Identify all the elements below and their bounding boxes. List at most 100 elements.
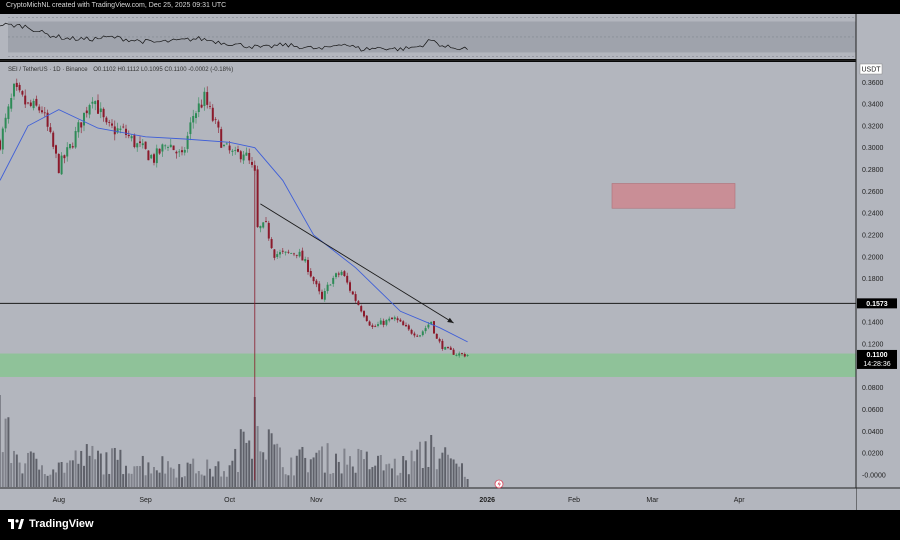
- candle-body: [343, 271, 346, 277]
- flash-icon[interactable]: [494, 479, 504, 489]
- volume-bar: [388, 463, 391, 487]
- volume-bar: [57, 462, 60, 487]
- volume-bar: [228, 465, 231, 487]
- candle-body: [318, 283, 321, 292]
- volume-bar: [172, 468, 175, 487]
- trendline-arrowhead: [447, 317, 454, 323]
- volume-bar: [66, 462, 69, 487]
- volume-bar: [144, 475, 147, 487]
- candle-body: [108, 121, 111, 123]
- volume-bar: [430, 435, 433, 487]
- volume-bar: [231, 460, 234, 487]
- candle-body: [66, 147, 69, 157]
- volume-bar: [248, 440, 251, 487]
- volume-bar: [102, 474, 105, 487]
- volume-bar: [169, 467, 172, 487]
- volume-bar: [122, 474, 125, 487]
- volume-bar: [351, 466, 354, 487]
- candle-body: [416, 335, 419, 337]
- volume-bar: [197, 471, 200, 487]
- volume-bar: [35, 458, 38, 487]
- candle-body: [203, 91, 206, 107]
- candle-body: [231, 150, 234, 152]
- tradingview-brand[interactable]: TradingView: [8, 518, 94, 530]
- candle-body: [99, 108, 102, 113]
- footer-bar: TradingView: [0, 510, 900, 540]
- time-axis[interactable]: [0, 488, 856, 510]
- resistance-zone[interactable]: [611, 183, 736, 209]
- volume-bar: [83, 465, 85, 487]
- volume-bar: [18, 462, 21, 487]
- chart-canvas[interactable]: 75.0050.0025.00 SEI / TetherUS · 1D · Bi…: [0, 14, 900, 510]
- volume-bar: [407, 474, 410, 487]
- candle-body: [293, 253, 295, 255]
- candle-body: [405, 325, 407, 327]
- volume-bar: [214, 466, 217, 487]
- volume-bar: [377, 455, 379, 487]
- volume-bar: [251, 458, 253, 487]
- volume-bar: [127, 473, 130, 487]
- candle-body: [94, 101, 97, 105]
- volume-bar: [354, 472, 357, 487]
- candle-body: [24, 95, 27, 105]
- candle-body: [365, 315, 368, 321]
- candle-body: [41, 110, 43, 113]
- candle-body: [80, 122, 83, 128]
- volume-bar: [150, 473, 153, 487]
- price-tick-label: 0.0400: [862, 429, 884, 436]
- candle-body: [228, 145, 231, 151]
- price-tick-label: 0.1400: [862, 320, 884, 327]
- candle-body: [130, 136, 133, 139]
- candle-body: [438, 339, 441, 342]
- candle-body: [69, 143, 71, 149]
- candle-body: [150, 154, 153, 159]
- volume-bar: [49, 474, 52, 487]
- volume-bar: [74, 450, 77, 487]
- price-tick-label: 0.2800: [862, 167, 884, 174]
- currency-badge[interactable]: USDT: [859, 63, 883, 75]
- candle-body: [357, 301, 360, 306]
- time-tick-label: Sep: [139, 497, 152, 504]
- candle-body: [111, 123, 113, 126]
- volume-bar: [38, 469, 41, 487]
- volume-bar: [60, 462, 63, 487]
- candle-body: [368, 321, 371, 326]
- volume-bar: [357, 448, 360, 487]
- price-tick-label: 0.3400: [862, 102, 884, 109]
- candle-body: [298, 251, 301, 257]
- support-zone[interactable]: [0, 353, 856, 377]
- volume-bar: [220, 476, 223, 487]
- volume-bar: [183, 476, 186, 487]
- price-axis[interactable]: [856, 14, 900, 510]
- volume-bar: [43, 474, 46, 487]
- volume-bar: [203, 475, 206, 487]
- volume-bar: [335, 453, 337, 487]
- volume-bar: [155, 470, 158, 487]
- candle-body: [77, 122, 80, 133]
- volume-bar: [69, 460, 71, 487]
- candle-body: [35, 98, 38, 106]
- volume-bar: [245, 442, 248, 487]
- volume-bar: [186, 462, 189, 487]
- volume-bar: [371, 467, 374, 487]
- volume-bar: [382, 470, 385, 487]
- volume-bar: [385, 464, 388, 487]
- volume-bar: [211, 476, 214, 487]
- volume-bar: [279, 447, 281, 487]
- volume-bar: [452, 459, 455, 487]
- volume-bar: [309, 459, 312, 487]
- candle-body: [452, 349, 455, 355]
- candle-body: [262, 222, 265, 228]
- time-tick-label: Dec: [394, 497, 407, 504]
- downtrend-line[interactable]: [260, 203, 454, 324]
- candle-body: [413, 333, 416, 336]
- volume-bar: [433, 446, 435, 487]
- volume-bar: [435, 469, 438, 487]
- price-tick-label: 0.3000: [862, 145, 884, 152]
- volume-bar: [281, 467, 284, 487]
- candle-body: [164, 145, 167, 147]
- candle-body: [147, 150, 150, 161]
- candle-body: [15, 82, 18, 87]
- price-axis-ticks: 0.3600 0.3400 0.3200 0.3000 0.2800 0.2600 0.24…: [862, 80, 886, 480]
- candle-body: [407, 325, 410, 330]
